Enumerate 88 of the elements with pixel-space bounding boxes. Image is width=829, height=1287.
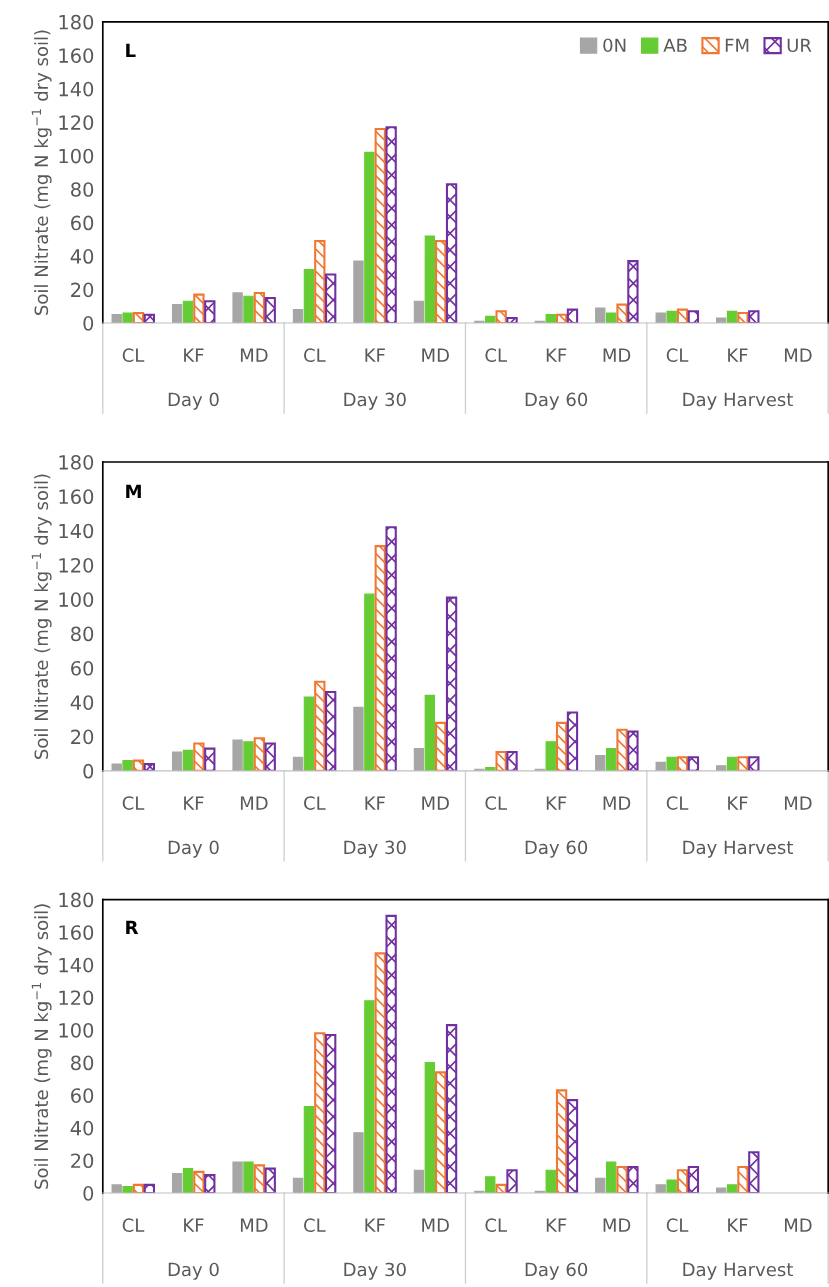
text: L <box>126 43 136 57</box>
legend-label: UR <box>787 38 812 53</box>
x-tick-label: CL <box>304 348 326 363</box>
text: Day 60 <box>525 840 588 858</box>
y-tick-label: 100 <box>59 1022 94 1038</box>
y-tick-label: 180 <box>59 892 94 908</box>
text: Day Harvest <box>683 840 793 858</box>
y-tick-label: 120 <box>59 990 94 1006</box>
x-tick-label: KF <box>184 796 204 810</box>
text: Day Harvest <box>683 1262 793 1280</box>
y-tick-label: 100 <box>59 592 94 607</box>
y-tick-label: 100 <box>59 148 94 164</box>
x-tick-label: KF <box>728 1218 748 1232</box>
y-tick-label: 80 <box>71 182 94 197</box>
y-axis-title: Soil Nitrate (mg N kg$^{−1}$ dry soil) <box>31 904 52 1189</box>
x-tick-label: MD <box>784 796 812 810</box>
x-tick-label: CL <box>485 1218 507 1233</box>
x-tick-label: KF <box>184 1218 204 1232</box>
y-tick-label: 180 <box>59 14 94 30</box>
x-tick-label: KF <box>365 1218 385 1232</box>
y-tick-label: 120 <box>59 115 94 130</box>
x-tick-label: KF <box>728 348 748 362</box>
x-tick-label: MD <box>422 1218 449 1232</box>
legend-label: AB <box>663 38 687 52</box>
y-tick-label: 120 <box>59 557 94 573</box>
x-tick-label: KF <box>184 348 204 362</box>
x-tick-label: CL <box>666 796 689 810</box>
y-tick-label: 80 <box>71 1055 94 1071</box>
x-tick-label: MD <box>784 348 812 362</box>
x-tick-label: KF <box>728 796 748 810</box>
y-axis-title: Soil Nitrate (mg N kg$^{−1}$ dry soil) <box>31 474 52 759</box>
y-tick-label: 20 <box>71 282 94 298</box>
text: R <box>126 920 139 934</box>
x-tick-label: KF <box>365 796 385 810</box>
text: Day 30 <box>344 840 406 858</box>
legend-label: 0N <box>603 38 626 53</box>
x-tick-label: CL <box>304 1218 326 1233</box>
x-tick-label: CL <box>666 348 689 363</box>
x-tick-label: MD <box>784 1218 812 1232</box>
x-tick-label: KF <box>546 1218 567 1232</box>
text: Day 60 <box>525 392 588 410</box>
x-tick-label: KF <box>365 348 385 362</box>
y-tick-label: 40 <box>70 249 94 264</box>
y-tick-label: 0 <box>83 1186 94 1201</box>
y-tick-label: 60 <box>71 660 94 676</box>
y-tick-label: 180 <box>59 454 94 470</box>
text: Day 0 <box>168 1262 219 1280</box>
y-tick-label: 60 <box>71 215 94 231</box>
text: M <box>126 484 141 498</box>
x-tick-label: MD <box>240 796 268 810</box>
y-tick-label: 40 <box>70 695 94 710</box>
y-tick-label: 20 <box>71 1153 94 1169</box>
x-tick-label: CL <box>122 1218 145 1233</box>
y-tick-label: 160 <box>59 48 94 63</box>
y-tick-label: 20 <box>71 729 94 745</box>
text: Day 0 <box>168 392 219 410</box>
x-tick-label: CL <box>122 348 145 363</box>
x-tick-label: MD <box>240 1218 268 1232</box>
x-tick-label: MD <box>240 348 268 362</box>
x-tick-label: MD <box>422 796 449 810</box>
legend-label: FM <box>725 38 749 52</box>
x-tick-label: CL <box>485 348 507 363</box>
text: Day 30 <box>344 392 406 410</box>
x-tick-label: CL <box>485 796 507 810</box>
y-tick-label: 0 <box>83 763 94 779</box>
y-tick-label: 160 <box>59 925 94 940</box>
x-tick-label: CL <box>304 796 326 810</box>
x-tick-label: MD <box>603 796 631 810</box>
x-tick-label: KF <box>546 348 567 362</box>
x-tick-label: MD <box>422 348 449 362</box>
y-tick-label: 140 <box>59 523 94 539</box>
text: Day 0 <box>168 840 219 858</box>
y-tick-label: 140 <box>59 957 94 973</box>
y-tick-label: 140 <box>59 81 94 97</box>
x-tick-label: CL <box>122 796 145 810</box>
x-tick-label: MD <box>603 348 631 362</box>
y-tick-label: 80 <box>71 626 94 642</box>
y-tick-label: 0 <box>83 315 94 331</box>
y-tick-label: 60 <box>71 1088 94 1103</box>
text: Day Harvest <box>683 392 793 410</box>
x-tick-label: MD <box>603 1218 631 1232</box>
y-axis-title: Soil Nitrate (mg N kg$^{−1}$ dry soil) <box>31 30 52 315</box>
text: Day 60 <box>525 1262 588 1280</box>
y-tick-label: 40 <box>70 1120 94 1136</box>
x-tick-label: CL <box>666 1218 689 1233</box>
text: Day 30 <box>344 1262 406 1280</box>
x-tick-label: KF <box>546 796 567 810</box>
y-tick-label: 160 <box>59 489 94 505</box>
